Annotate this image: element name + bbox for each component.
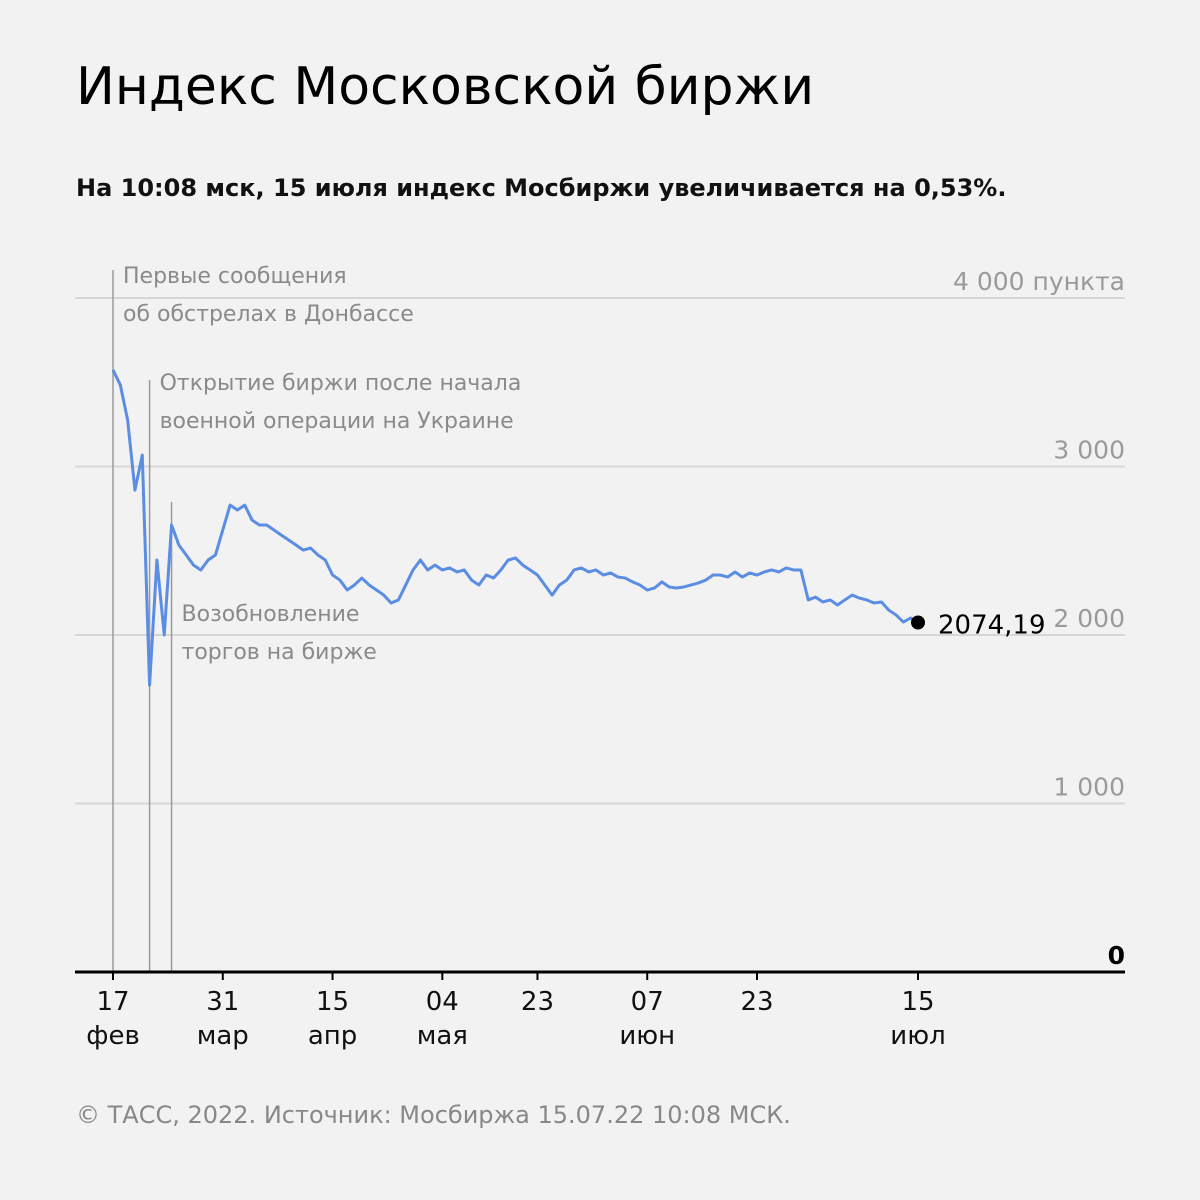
y-tick-label: 2 000 bbox=[1053, 604, 1125, 633]
series-line bbox=[111, 369, 919, 687]
x-tick-label: 15 апр bbox=[308, 987, 357, 1051]
x-tick-label: 04 мая bbox=[417, 987, 468, 1051]
annotation-text: торгов на бирже bbox=[182, 640, 377, 665]
x-tick-label: 15 июл bbox=[890, 987, 945, 1051]
y-tick-label: 1 000 bbox=[1053, 773, 1125, 802]
annotation-text: Открытие биржи после начала bbox=[160, 371, 522, 396]
chart-subtitle: На 10:08 мск, 15 июля индекс Мосбиржи ув… bbox=[76, 174, 1006, 202]
y-tick-label: 0 bbox=[1108, 941, 1125, 970]
x-tick-label: 07 июн bbox=[619, 987, 675, 1051]
footer: © ТАСС, 2022. Источник: Мосбиржа 15.07.2… bbox=[76, 1101, 791, 1129]
chart-title: Индекс Московской биржи bbox=[76, 57, 814, 117]
x-tick-label: 31 мар bbox=[197, 987, 249, 1051]
y-tick-label: 4 000 пункта bbox=[953, 267, 1125, 296]
annotation-text: Первые сообщения bbox=[123, 264, 347, 289]
annotation-text: военной операции на Украине bbox=[160, 409, 514, 434]
end-point bbox=[911, 615, 925, 630]
x-tick-label: 17 фев bbox=[86, 987, 140, 1051]
y-tick-label: 3 000 bbox=[1053, 436, 1125, 465]
value-label: 2074,19 bbox=[938, 610, 1046, 640]
x-tick-label: 23 bbox=[740, 987, 773, 1017]
annotation-text: об обстрелах в Донбассе bbox=[123, 302, 414, 327]
x-tick-label: 23 bbox=[521, 987, 554, 1017]
annotation-text: Возобновление bbox=[182, 602, 360, 627]
